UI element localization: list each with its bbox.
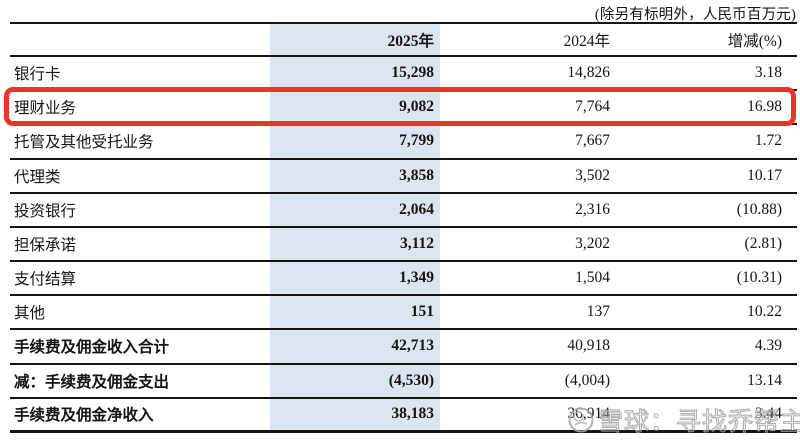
row-label-cell: 其他 xyxy=(14,305,46,323)
row-label-cell: 手续费及佣金净收入 xyxy=(14,407,154,425)
row-label-cell: 托管及其他受托业务 xyxy=(14,134,154,152)
row-label-cell: 理财业务 xyxy=(14,100,77,118)
table-row: 托管及其他受托业务 7,799 7,667 1.72 xyxy=(10,125,797,160)
value-2024-cell: 36,914 xyxy=(567,405,610,423)
row-label-cell: 支付结算 xyxy=(14,271,77,289)
value-change-cell: 3.18 xyxy=(754,64,782,82)
table-body: 银行卡 15,298 14,826 3.18 理财业务 9,082 7,764 16.98 托管… xyxy=(10,57,797,433)
table-row: 其他 151 137 10.22 xyxy=(10,296,797,331)
value-change-cell: 4.39 xyxy=(754,337,782,355)
table-header-row: 2025年 2024年 增减(%) xyxy=(10,24,797,57)
value-2025-cell: 9,082 xyxy=(270,91,440,124)
unit-note: (除另有标明外，人民币百万元) xyxy=(594,7,796,23)
header-change-cell: 增减(%) xyxy=(727,32,782,50)
value-change-cell: 3.44 xyxy=(754,405,782,423)
row-label-cell: 银行卡 xyxy=(14,66,61,84)
row-label-cell: 担保承诺 xyxy=(14,236,77,254)
value-2025-cell: 42,713 xyxy=(270,330,440,363)
value-2024-cell: 40,918 xyxy=(567,337,610,355)
value-2025-cell: 2,064 xyxy=(270,193,440,226)
value-2024-cell: 2,316 xyxy=(575,200,610,218)
table-row: 担保承诺 3,112 3,202 (2.81) xyxy=(10,227,797,263)
table-row: 支付结算 1,349 1,504 (10.31) xyxy=(10,262,797,297)
value-change-cell: (10.88) xyxy=(736,200,782,218)
row-label-cell: 手续费及佣金收入合计 xyxy=(14,339,170,357)
value-2024-cell: 137 xyxy=(586,303,610,321)
value-2024-cell: 3,502 xyxy=(575,166,610,184)
row-label-cell: 减：手续费及佣金支出 xyxy=(14,373,170,391)
value-2025-cell: 1,349 xyxy=(270,262,440,295)
table-row: 代理类 3,858 3,502 10.17 xyxy=(10,159,797,194)
value-2024-cell: 1,504 xyxy=(575,269,610,287)
row-label-cell: 投资银行 xyxy=(14,202,77,220)
fee-income-table: 2025年 2024年 增减(%) 银行卡 15,298 14,826 3.18 理财业… xyxy=(10,22,797,433)
value-change-cell: (2.81) xyxy=(744,234,782,252)
value-2024-cell: (4,004) xyxy=(564,371,610,389)
value-2024-cell: 14,826 xyxy=(567,64,610,82)
table-row: 银行卡 15,298 14,826 3.18 xyxy=(10,57,797,92)
value-change-cell: 10.17 xyxy=(747,166,782,184)
table-row: 理财业务 9,082 7,764 16.98 xyxy=(10,91,797,126)
value-change-cell: 10.22 xyxy=(747,303,782,321)
value-2024-cell: 7,667 xyxy=(575,132,610,150)
value-change-cell: 1.72 xyxy=(754,132,782,150)
value-2025-cell: 15,298 xyxy=(270,57,440,90)
table-row: 手续费及佣金收入合计 42,713 40,918 4.39 xyxy=(10,330,797,365)
value-2025-cell: 3,112 xyxy=(270,227,440,261)
table-row: 减：手续费及佣金支出 (4,530) (4,004) 13.14 xyxy=(10,364,797,399)
value-change-cell: (10.31) xyxy=(736,269,782,287)
header-2025-cell: 2025年 xyxy=(270,24,440,55)
value-change-cell: 16.98 xyxy=(747,98,782,116)
value-2024-cell: 3,202 xyxy=(575,234,610,252)
table-row: 投资银行 2,064 2,316 (10.88) xyxy=(10,193,797,228)
table-row: 手续费及佣金净收入 38,183 36,914 3.44 xyxy=(10,398,797,433)
value-2025-cell: 38,183 xyxy=(270,398,440,430)
value-2025-cell: 151 xyxy=(270,296,440,329)
value-change-cell: 13.14 xyxy=(747,371,782,389)
header-2024-cell: 2024年 xyxy=(563,32,610,50)
value-2025-cell: 7,799 xyxy=(270,125,440,158)
value-2025-cell: (4,530) xyxy=(270,364,440,397)
row-label-cell: 代理类 xyxy=(14,168,61,186)
value-2024-cell: 7,764 xyxy=(575,98,610,116)
value-2025-cell: 3,858 xyxy=(270,159,440,192)
